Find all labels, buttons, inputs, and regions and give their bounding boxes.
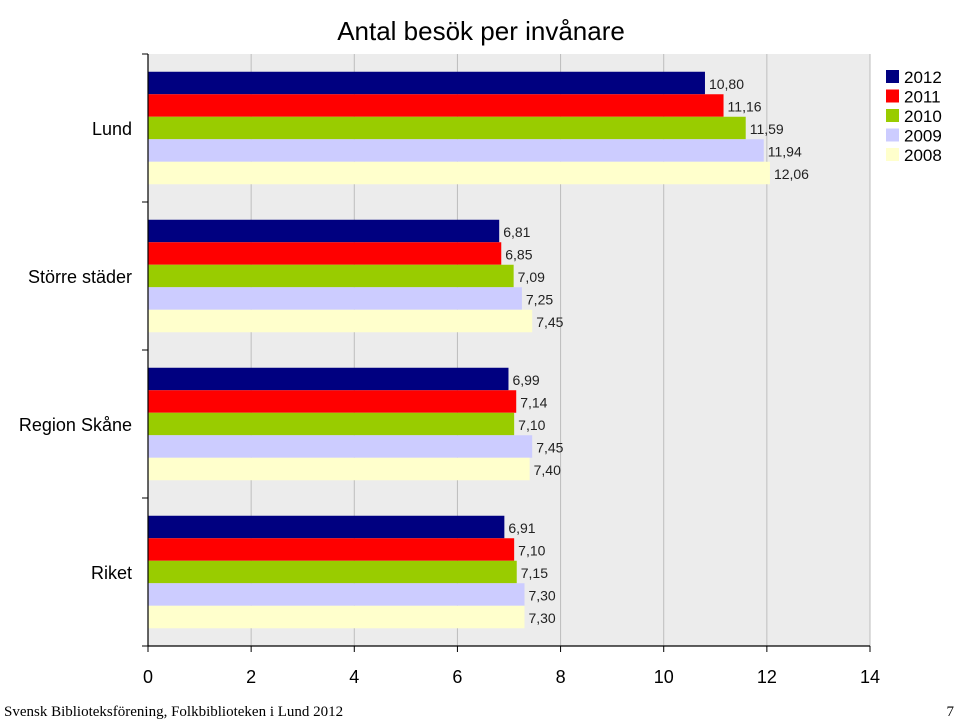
bar-2008 (148, 457, 530, 481)
data-label: 7,10 (518, 543, 545, 559)
bar-2010 (148, 264, 514, 288)
data-label: 12,06 (774, 166, 809, 182)
data-label: 6,99 (512, 372, 539, 388)
page-number: 7 (946, 704, 955, 720)
footer-text: Svensk Biblioteksförening, Folkbibliotek… (4, 704, 344, 720)
legend-label: 2011 (904, 88, 941, 107)
bar-2012 (148, 219, 500, 243)
chart-title: Antal besök per invånare (337, 16, 625, 46)
legend-label: 2010 (904, 107, 942, 126)
bar-2010 (148, 412, 515, 436)
bar-2012 (148, 515, 505, 539)
bar-2011 (148, 538, 515, 561)
bar-2011 (148, 390, 517, 413)
bar-2008 (148, 605, 525, 629)
legend-swatch-2012 (886, 70, 899, 83)
data-label: 7,15 (521, 565, 548, 581)
data-label: 7,45 (536, 440, 563, 456)
x-tick-label: 8 (556, 667, 566, 687)
legend-label: 2008 (904, 146, 942, 165)
data-label: 7,25 (526, 292, 553, 308)
category-label: Region Skåne (19, 415, 132, 435)
data-label: 7,30 (528, 588, 555, 604)
data-label: 7,45 (536, 314, 563, 330)
x-tick-label: 12 (757, 667, 777, 687)
bar-2009 (148, 435, 533, 458)
bars: 10,80 11,16 11,59 11,94 12,06 6,81 6,85 7,09 7,2… (148, 71, 809, 629)
data-label: 7,10 (518, 417, 545, 433)
data-label: 7,30 (528, 610, 555, 626)
bar-2011 (148, 94, 724, 117)
data-label: 11,59 (750, 121, 784, 137)
legend-swatch-2008 (886, 148, 899, 161)
x-tick-label: 10 (654, 667, 674, 687)
x-tick-label: 14 (860, 667, 880, 687)
legend-swatch-2011 (886, 89, 899, 103)
x-tick-label: 0 (143, 667, 153, 687)
legend-swatch-2010 (886, 109, 899, 122)
legend-label: 2009 (904, 127, 942, 146)
bar-2012 (148, 367, 509, 391)
bar-2012 (148, 71, 705, 95)
axes: 0 2 4 6 8 10 12 14 Lund Större städer Region Skåne… (19, 53, 880, 687)
bar-2011 (148, 242, 502, 265)
data-label: 6,85 (505, 247, 532, 263)
bar-2010 (148, 560, 517, 584)
bar-2009 (148, 139, 764, 162)
data-label: 11,16 (728, 99, 762, 115)
bar-2008 (148, 309, 533, 333)
x-tick-label: 4 (349, 667, 359, 687)
x-tick-label: 2 (246, 667, 256, 687)
data-label: 10,80 (709, 76, 744, 92)
bar-2010 (148, 116, 746, 140)
category-label: Större städer (28, 267, 132, 287)
data-label: 6,91 (508, 520, 535, 536)
bar-2009 (148, 287, 522, 310)
legend-swatch-2009 (886, 128, 899, 142)
bar-2009 (148, 583, 525, 606)
data-label: 7,14 (520, 395, 547, 411)
legend-label: 2012 (904, 68, 942, 87)
data-label: 11,94 (768, 144, 802, 160)
category-label: Lund (92, 119, 132, 139)
data-label: 7,09 (518, 269, 545, 285)
x-tick-label: 6 (452, 667, 462, 687)
bar-chart: Antal besök per invånare 10,80 11,16 11,59… (19, 16, 942, 687)
data-label: 6,81 (503, 224, 530, 240)
bar-2008 (148, 161, 770, 185)
data-label: 7,40 (534, 462, 561, 478)
category-label: Riket (91, 563, 132, 583)
